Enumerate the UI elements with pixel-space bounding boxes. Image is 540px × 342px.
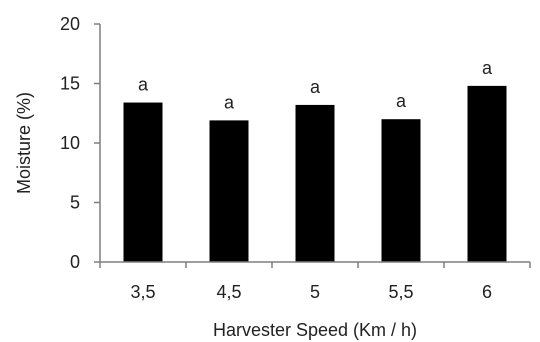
y-tick-label: 20 <box>60 14 80 34</box>
y-axis-title: Moisture (%) <box>14 92 34 194</box>
ticks-layer: 0 5 10 15 20 3,5 4,5 5 5,5 6 <box>60 14 531 302</box>
significance-letter: a <box>224 92 235 112</box>
significance-letter: a <box>482 58 493 78</box>
x-tick-label: 4,5 <box>216 282 241 302</box>
x-tick-label: 3,5 <box>130 282 155 302</box>
y-tick-label: 10 <box>60 133 80 153</box>
x-axis-title: Harvester Speed (Km / h) <box>213 320 417 340</box>
y-tick-label: 0 <box>70 252 80 272</box>
x-tick-label: 5 <box>310 282 320 302</box>
bar-1 <box>123 102 163 262</box>
bars-layer <box>123 85 507 262</box>
y-tick-label: 5 <box>70 193 80 213</box>
y-tick-label: 15 <box>60 74 80 94</box>
x-tick-label: 6 <box>482 282 492 302</box>
bar-4 <box>381 119 421 262</box>
bar-2 <box>209 120 249 262</box>
data-labels-layer: a a a a a <box>138 58 493 113</box>
x-tick-label: 5,5 <box>388 282 413 302</box>
bar-5 <box>467 85 507 262</box>
significance-letter: a <box>138 75 149 95</box>
significance-letter: a <box>396 91 407 111</box>
bar-3 <box>295 104 335 262</box>
significance-letter: a <box>310 77 321 97</box>
